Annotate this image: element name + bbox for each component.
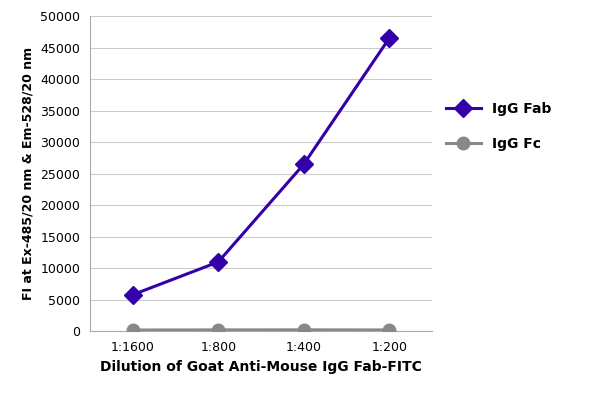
Legend: IgG Fab, IgG Fc: IgG Fab, IgG Fc (446, 102, 551, 151)
IgG Fc (386, 328, 393, 332)
IgG Fc (300, 327, 307, 332)
IgG Fab (215, 259, 222, 264)
Line: IgG Fab: IgG Fab (127, 32, 395, 301)
IgG Fc (129, 328, 136, 332)
IgG Fab (386, 36, 393, 41)
IgG Fc (215, 328, 222, 332)
IgG Fab (129, 292, 136, 297)
Y-axis label: FI at Ex-485/20 nm & Em-528/20 nm: FI at Ex-485/20 nm & Em-528/20 nm (22, 47, 35, 300)
Line: IgG Fc: IgG Fc (127, 324, 395, 336)
X-axis label: Dilution of Goat Anti-Mouse IgG Fab-FITC: Dilution of Goat Anti-Mouse IgG Fab-FITC (100, 360, 422, 374)
IgG Fab (300, 162, 307, 167)
